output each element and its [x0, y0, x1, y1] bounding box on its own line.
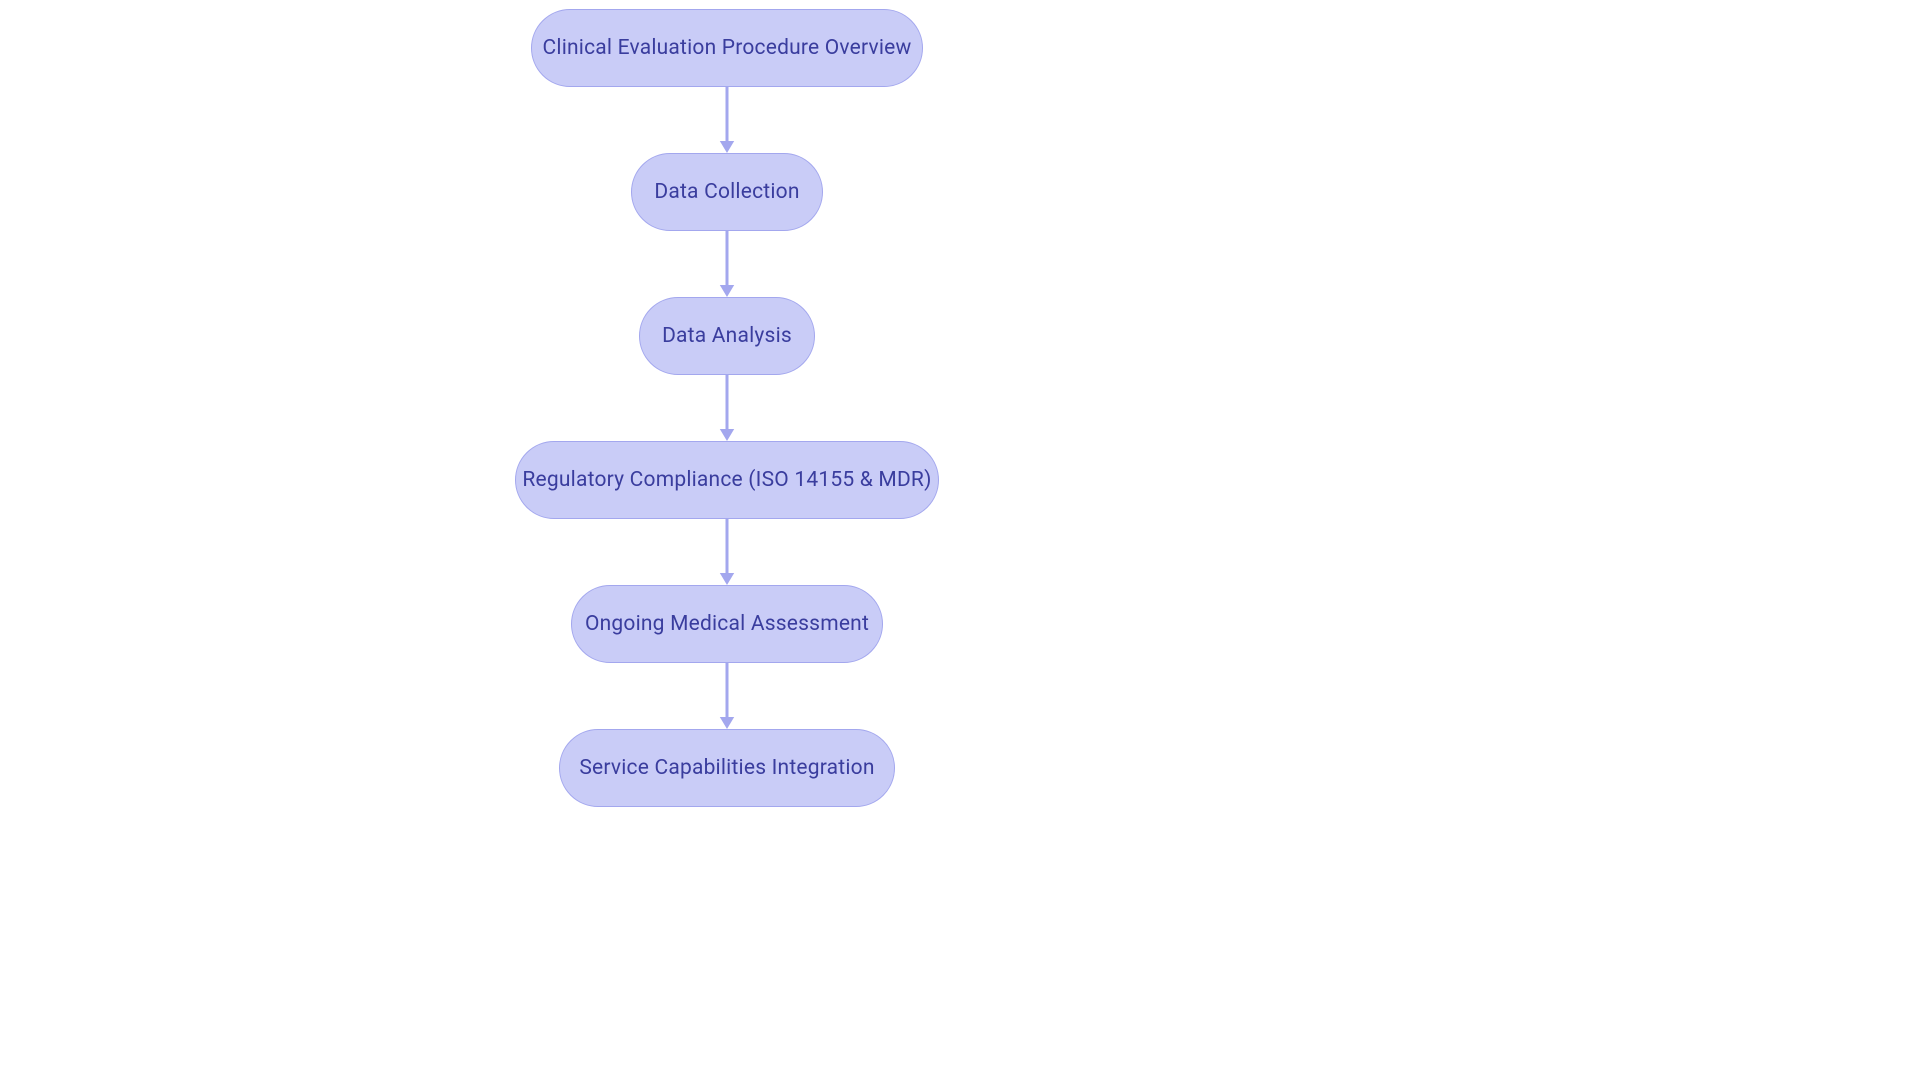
- flow-arrow: [707, 87, 747, 153]
- flow-node-label: Data Collection: [654, 180, 799, 204]
- flow-node: Regulatory Compliance (ISO 14155 & MDR): [515, 441, 939, 519]
- flow-node: Data Collection: [631, 153, 823, 231]
- flow-node-label: Service Capabilities Integration: [579, 756, 874, 780]
- flow-node-label: Clinical Evaluation Procedure Overview: [543, 36, 912, 60]
- flow-node-label: Regulatory Compliance (ISO 14155 & MDR): [522, 468, 931, 492]
- flow-node: Clinical Evaluation Procedure Overview: [531, 9, 923, 87]
- flow-node: Ongoing Medical Assessment: [571, 585, 883, 663]
- flow-arrow: [707, 663, 747, 729]
- flow-arrow: [707, 231, 747, 297]
- flow-arrow: [707, 519, 747, 585]
- flowchart-canvas: Clinical Evaluation Procedure Overview Da…: [0, 0, 1920, 1083]
- flow-arrow: [707, 375, 747, 441]
- flow-node-label: Data Analysis: [662, 324, 792, 348]
- flow-node-label: Ongoing Medical Assessment: [585, 612, 869, 636]
- flow-node: Service Capabilities Integration: [559, 729, 895, 807]
- flow-node: Data Analysis: [639, 297, 815, 375]
